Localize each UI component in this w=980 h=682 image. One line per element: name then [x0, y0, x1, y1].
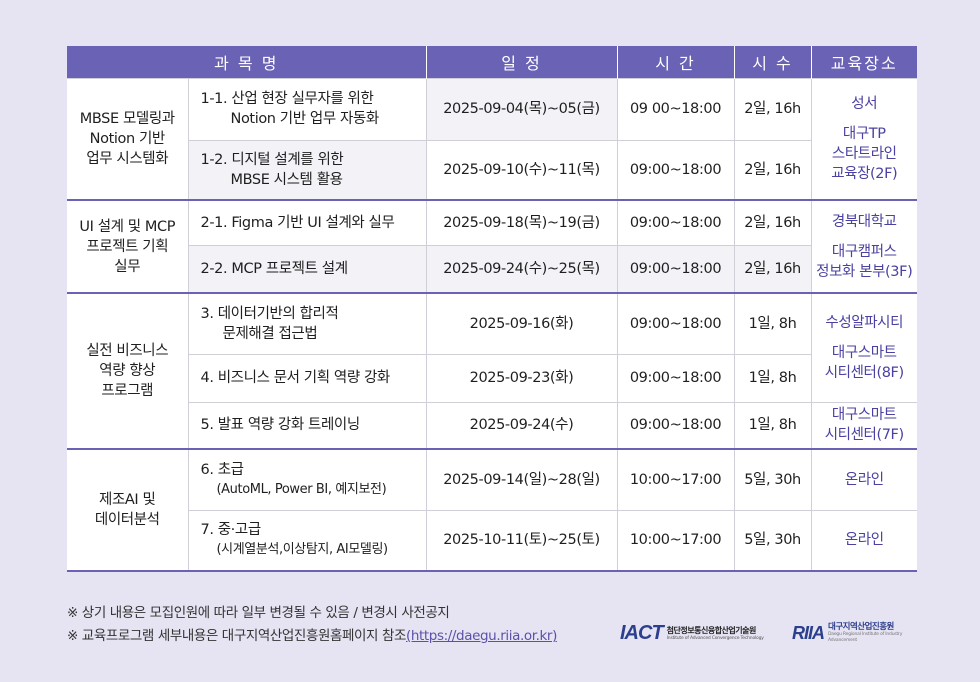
- course-date: 2025-09-04(목)~05(금): [425, 77, 617, 140]
- riia-logo: RIIA 대구지역산업진흥원 Daegu Regional Institute …: [792, 622, 903, 643]
- table-row: 5. 발표 역량 강화 트레이닝 2025-09-24(수) 09:00~18:…: [67, 401, 917, 449]
- course-hours: 1일, 8h: [733, 353, 811, 402]
- course-date: 2025-09-16(화): [425, 292, 617, 354]
- course-time: 09:00~18:00: [616, 292, 734, 354]
- note-reference: ※ 교육프로그램 세부내용은 대구지역산업진흥원홈페이지 참조(https://…: [67, 628, 557, 644]
- course-hours: 5일, 30h: [733, 509, 811, 571]
- course-hours: 1일, 8h: [733, 401, 811, 449]
- header-time: 시 간: [616, 46, 734, 78]
- group-name: MBSE 모델링과 Notion 기반 업무 시스템화: [67, 77, 188, 200]
- header-location: 교육장소: [810, 46, 917, 78]
- table-header-row: 과 목 명 일 정 시 간 시 수 교육장소: [67, 46, 917, 78]
- riia-homepage-link[interactable]: (https://daegu.riia.or.kr): [406, 628, 557, 644]
- table-row: 제조AI 및 데이터분석 6. 초급 (AutoML, Power BI, 예지보…: [67, 448, 917, 571]
- course-title: 7. 중·고급 (시계열분석,이상탐지, AI모델링): [187, 509, 426, 571]
- location-cell: 경북대학교 대구캠퍼스 정보화 본부(3F): [810, 199, 917, 293]
- group-name: 제조AI 및 데이터분석: [67, 448, 188, 571]
- course-time: 09:00~18:00: [616, 353, 734, 402]
- course-title: 2-2. MCP 프로젝트 설계: [187, 244, 426, 293]
- course-time: 10:00~17:00: [616, 509, 734, 571]
- group-name: 실전 비즈니스 역량 향상 프로그램: [67, 292, 188, 449]
- course-time: 09:00~18:00: [616, 244, 734, 293]
- course-schedule-table: 과 목 명 일 정 시 간 시 수 교육장소 MBSE 모델링과 Notion …: [67, 46, 917, 572]
- table-row: UI 설계 및 MCP 프로젝트 기획 실무 2-1. Figma 기반 UI …: [67, 199, 917, 293]
- course-title: 3. 데이터기반의 합리적 문제해결 접근법: [187, 292, 426, 354]
- course-date: 2025-09-24(수)~25(목): [425, 244, 617, 293]
- course-date: 2025-09-10(수)~11(목): [425, 139, 617, 200]
- course-hours: 2일, 16h: [733, 199, 811, 245]
- location-cell: 대구스마트 시티센터(7F): [810, 401, 917, 449]
- course-time: 09:00~18:00: [616, 199, 734, 245]
- course-date: 2025-10-11(토)~25(토): [425, 509, 617, 571]
- course-title: 2-1. Figma 기반 UI 설계와 실무: [187, 199, 426, 245]
- location-cell: 온라인: [810, 509, 917, 571]
- course-date: 2025-09-24(수): [425, 401, 617, 449]
- course-hours: 1일, 8h: [733, 292, 811, 354]
- iact-logo: IACT 첨단정보통신융합산업기술원 Institute of Advanced…: [620, 622, 764, 644]
- course-time: 09:00~18:00: [616, 401, 734, 449]
- note-change: ※ 상기 내용은 모집인원에 따라 일부 변경될 수 있음 / 변경시 사전공지: [67, 605, 450, 621]
- table-row: MBSE 모델링과 Notion 기반 업무 시스템화 1-1. 산업 현장 실…: [67, 77, 917, 200]
- notes: ※ 상기 내용은 모집인원에 따라 일부 변경될 수 있음 / 변경시 사전공지…: [67, 602, 557, 648]
- footer-logos: IACT 첨단정보통신융합산업기술원 Institute of Advanced…: [620, 622, 920, 648]
- course-hours: 2일, 16h: [733, 244, 811, 293]
- table-row: 4. 비즈니스 문서 기획 역량 강화 2025-09-23(화) 09:00~…: [67, 353, 917, 402]
- course-date: 2025-09-14(일)~28(일): [425, 448, 617, 510]
- location-cell: 수성알파시티 대구스마트 시티센터(8F): [810, 292, 917, 402]
- table-row: 2-2. MCP 프로젝트 설계 2025-09-24(수)~25(목) 09:…: [67, 244, 917, 293]
- course-title: 4. 비즈니스 문서 기획 역량 강화: [187, 353, 426, 402]
- header-schedule: 일 정: [425, 46, 617, 78]
- location-cell: 온라인: [810, 448, 917, 510]
- header-hours: 시 수: [733, 46, 811, 78]
- course-date: 2025-09-18(목)~19(금): [425, 199, 617, 245]
- course-hours: 2일, 16h: [733, 139, 811, 200]
- course-date: 2025-09-23(화): [425, 353, 617, 402]
- course-time: 09 00~18:00: [616, 77, 734, 140]
- table-row: 1-2. 디지털 설계를 위한 MBSE 시스템 활용 2025-09-10(수)…: [67, 139, 917, 200]
- course-hours: 5일, 30h: [733, 448, 811, 510]
- course-time: 09:00~18:00: [616, 139, 734, 200]
- course-title: 6. 초급 (AutoML, Power BI, 예지보전): [187, 448, 426, 510]
- course-title: 5. 발표 역량 강화 트레이닝: [187, 401, 426, 449]
- table-row: 7. 중·고급 (시계열분석,이상탐지, AI모델링) 2025-10-11(토)…: [67, 509, 917, 571]
- location-cell: 성서 대구TP 스타트라인 교육장(2F): [810, 77, 917, 200]
- course-title: 1-2. 디지털 설계를 위한 MBSE 시스템 활용: [187, 139, 426, 200]
- course-title: 1-1. 산업 현장 실무자를 위한 Notion 기반 업무 자동화: [187, 77, 426, 140]
- table-row: 실전 비즈니스 역량 향상 프로그램 3. 데이터기반의 합리적 문제해결 접근법…: [67, 292, 917, 449]
- header-course: 과 목 명: [67, 46, 426, 78]
- group-name: UI 설계 및 MCP 프로젝트 기획 실무: [67, 199, 188, 293]
- course-hours: 2일, 16h: [733, 77, 811, 140]
- course-time: 10:00~17:00: [616, 448, 734, 510]
